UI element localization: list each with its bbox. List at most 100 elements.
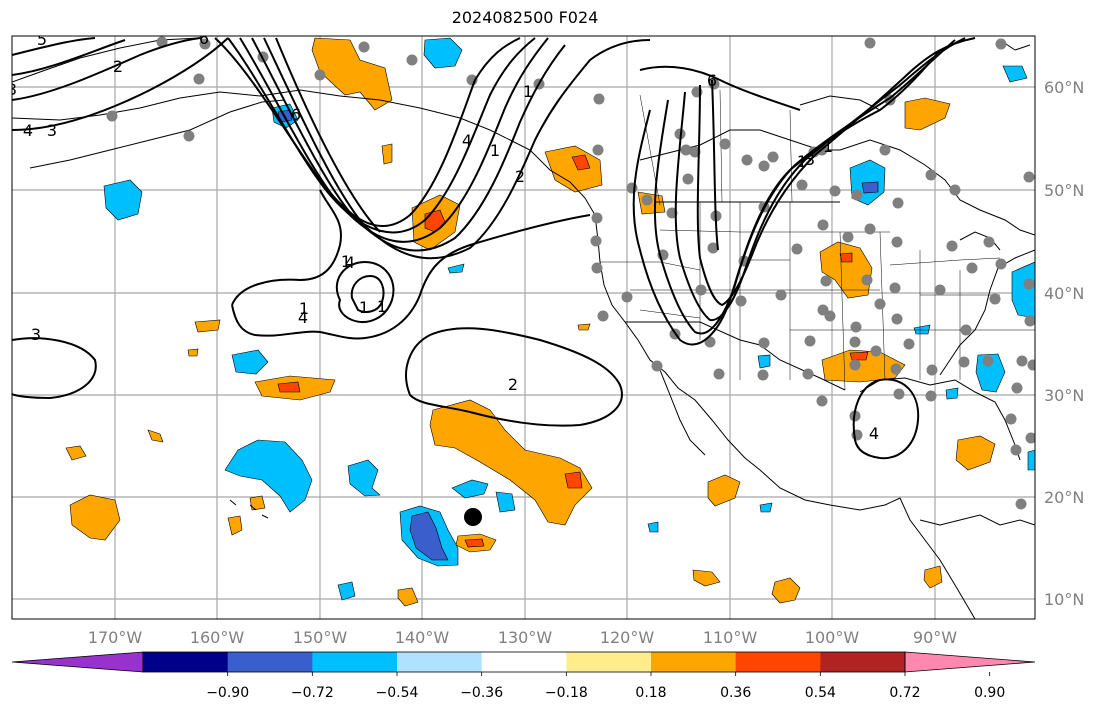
state-borders [600,89,1035,391]
contour-label: 2 [508,375,518,394]
station-dot [802,368,814,380]
contour-label: 4 [298,308,308,327]
shaded-field [65,37,1035,607]
positive-anomaly-area [227,515,243,536]
colorbar-tick-label: −0.54 [376,685,419,701]
station-dot [1023,278,1035,290]
contour-label: 1 [377,297,387,316]
station-dot [597,310,609,322]
colorbar-tick-label: −0.36 [460,685,503,701]
station-dot [983,236,995,248]
colorbar-extend-max [904,651,1036,673]
lat-tick-label: 30°N [1044,386,1084,405]
strong-positive-anomaly-area [849,351,869,361]
lat-tick-label: 50°N [1044,181,1084,200]
lat-tick-label: 20°N [1044,488,1084,507]
strong-positive-anomaly-area [277,381,301,393]
negative-anomaly-area [647,521,659,533]
station-dot [864,37,876,49]
station-dot [879,144,891,156]
negative-anomaly-area [231,349,269,375]
colorbar-tick-label: 0.72 [889,685,920,701]
contour-label: 4 [23,121,33,140]
contour-label: 1 [523,82,533,101]
positive-anomaly-area [381,143,393,165]
station-dot [314,69,326,81]
positive-anomaly-area [397,587,419,607]
station-dot [758,160,770,172]
contour-label: 1 [797,152,807,171]
colorbar-segment [397,652,483,672]
station-dot [925,390,937,402]
colorbar-tick-label: 0.90 [974,685,1005,701]
contour-label: 1 [341,252,351,271]
longitude-axis: 170°W 160°W 150°W 140°W 130°W 120°W 110°W 100°W… [88,628,957,647]
contour-label: 5 [37,30,47,49]
positive-anomaly-area [692,569,721,587]
station-dot [591,262,603,274]
station-dot [757,369,769,381]
station-dot [824,310,836,322]
station-dot [893,388,905,400]
colorbar-tick-label: 0.54 [805,685,836,701]
station-dot [870,345,882,357]
negative-anomaly-area [1011,261,1035,319]
positive-anomaly-area [544,145,603,193]
positive-anomaly-area [187,348,199,357]
positive-anomaly-area [429,399,593,526]
negative-anomaly-area [759,502,773,513]
station-dot [892,197,904,209]
station-dot [903,338,915,350]
lat-tick-label: 40°N [1044,284,1084,303]
colorbar-tick-label: −0.72 [291,685,334,701]
station-dot [995,38,1007,50]
station-dot [1005,413,1017,425]
contour-label: 1 [299,299,309,318]
station-dot [791,243,803,255]
contour-label: 3 [31,325,41,344]
lat-tick-label: 10°N [1044,590,1084,609]
colorbar-segment [143,652,229,672]
contour-label: 1 [823,137,833,156]
station-dot [767,151,779,163]
station-dot [820,275,832,287]
station-dot [1023,171,1035,183]
station-dot [864,223,876,235]
positive-anomaly-area [147,429,164,443]
station-dot [106,110,118,122]
station-dot [193,73,205,85]
station-dot [183,130,195,142]
negative-anomaly-area [451,479,489,499]
station-dot [1016,355,1028,367]
station-dot [851,189,863,201]
station-dot [861,274,873,286]
station-dot [995,258,1007,270]
station-dot [960,324,972,336]
contours [12,37,976,460]
station-dot [816,395,828,407]
station-dot [775,289,787,301]
station-dot [590,235,602,247]
lat-tick-label: 60°N [1044,78,1084,97]
station-dot [199,38,211,50]
contour-label: 6 [199,29,209,48]
station-dot [925,169,937,181]
station-dot [680,144,692,156]
colorbar-tick-label: −0.18 [545,685,588,701]
contour-label: 4 [869,424,879,443]
station-dot [934,284,946,296]
station-dot [719,138,731,150]
contour-label: 4 [345,253,355,272]
station-dot [958,356,970,368]
station-dot [804,335,816,347]
station-dot [842,231,854,243]
strong-positive-anomaly-area [564,471,583,489]
positive-anomaly-area [194,319,221,333]
negative-anomaly-area [1002,65,1028,83]
station-dot [817,219,829,231]
positive-anomaly-area [69,494,121,541]
positive-anomaly-area [771,577,801,604]
station-dot [707,242,719,254]
contour-label: 3 [7,80,17,99]
